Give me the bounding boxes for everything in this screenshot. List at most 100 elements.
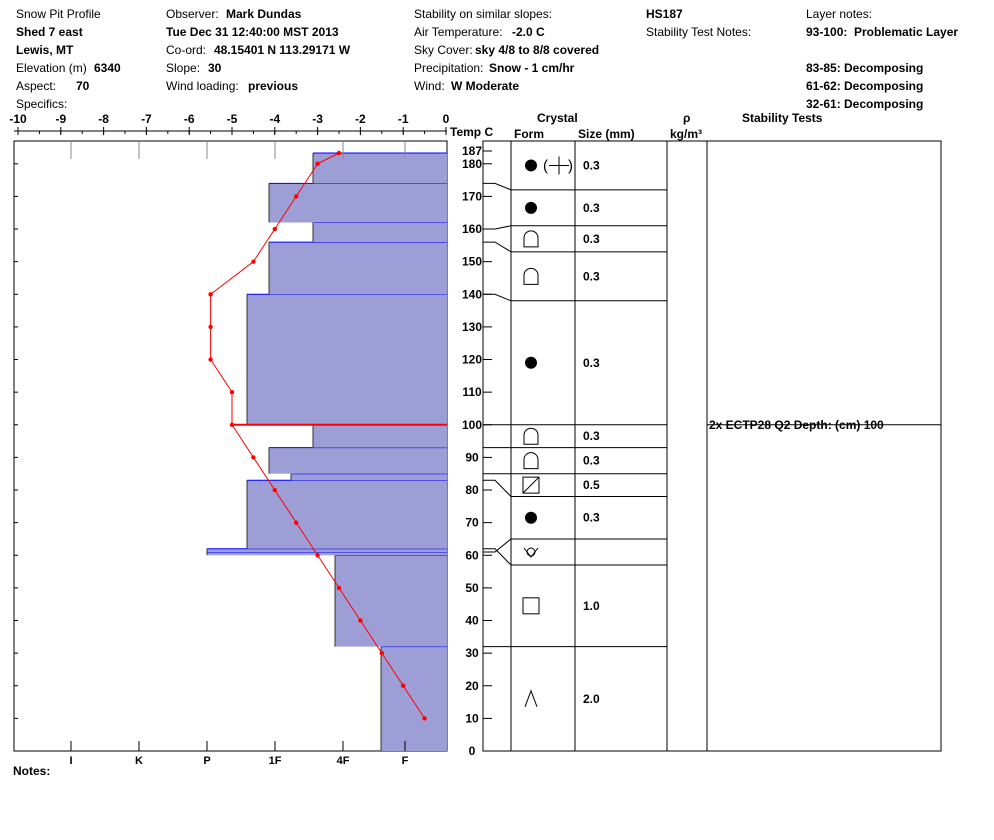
temp-tick-label: -2 <box>355 112 366 126</box>
temperature-point <box>422 716 427 721</box>
temperature-point <box>251 259 256 264</box>
faceted-grain-icon <box>522 597 540 615</box>
rounded-grain-icon <box>525 201 537 214</box>
hardness-label: 1F <box>269 755 282 767</box>
hardness-label: 4F <box>337 755 350 767</box>
depth-label: 130 <box>462 320 482 334</box>
size-column-header: Size (mm) <box>578 127 635 141</box>
form-column-header: Form <box>514 127 544 141</box>
temperature-point <box>229 422 235 427</box>
depth-label: 60 <box>465 548 479 562</box>
mixed-facet-icon <box>522 476 540 494</box>
page-title: Snow Pit Profile <box>16 7 101 21</box>
decomposing-grain-icon <box>523 267 539 285</box>
depth-label: 120 <box>462 353 482 367</box>
observer-label: Observer: <box>166 7 219 21</box>
decomposing-icon <box>523 230 539 248</box>
layer-note-range: 61-62: <box>806 79 841 93</box>
temp-tick-label: 0 <box>443 112 450 126</box>
facet-box-icon <box>522 476 540 494</box>
depth-label: 10 <box>465 711 479 725</box>
hardness-layer <box>335 555 447 647</box>
slope-label: Slope: <box>166 61 201 75</box>
temp-tick-label: -1 <box>398 112 409 126</box>
hoar-v-icon <box>523 547 539 558</box>
wind-loading-label: Wind loading: <box>166 79 239 93</box>
grain-size-label: 0.3 <box>583 511 600 525</box>
rounded-icon <box>525 356 537 369</box>
temperature-point <box>315 553 320 558</box>
observer-value: Mark Dundas <box>226 7 302 21</box>
grain-size-label: 0.3 <box>583 356 600 370</box>
depth-hoar-icon <box>524 689 538 707</box>
temperature-point <box>208 357 213 362</box>
temp-tick-label: -7 <box>141 112 152 126</box>
depth-label: 170 <box>462 189 482 203</box>
sky-cover-value: sky 4/8 to 8/8 covered <box>475 43 600 57</box>
slope-value: 30 <box>208 61 222 75</box>
decomposing-icon <box>523 267 539 285</box>
hardness-label: F <box>402 755 409 767</box>
hardness-layer <box>207 552 447 556</box>
layer-notes-label: Layer notes: <box>806 7 873 21</box>
layer-connector <box>483 538 512 553</box>
sky-cover-label: Sky Cover: <box>414 43 473 57</box>
temp-column-header: Temp C <box>450 125 494 139</box>
rounded-precip-icon: () <box>525 156 573 175</box>
grain-size-label: 0.3 <box>583 454 600 468</box>
layer-note-range: 83-85: <box>806 61 841 75</box>
hardness-layer <box>291 473 447 481</box>
aspect-value: 70 <box>76 79 90 93</box>
temperature-point <box>272 487 277 493</box>
depth-label: 160 <box>462 222 482 236</box>
depth-label: 50 <box>465 581 479 595</box>
grain-size-label: 0.3 <box>583 269 600 283</box>
layer-connector <box>483 241 512 253</box>
hardness-layer <box>313 424 447 448</box>
depth-label: 110 <box>462 385 482 399</box>
stability-similar-label: Stability on similar slopes: <box>414 7 553 21</box>
coord-value: 48.15401 N 113.29171 W <box>214 43 351 57</box>
paren-right: ) <box>568 157 573 174</box>
temperature-point <box>272 226 277 232</box>
hardness-layer <box>313 222 447 243</box>
layer-note-range: 93-100: <box>806 25 848 39</box>
layer-connector <box>483 182 512 191</box>
hardness-layer <box>269 447 447 474</box>
decomposing-icon <box>523 427 539 445</box>
temp-tick-label: -8 <box>98 112 109 126</box>
hardness-layer <box>247 480 447 549</box>
hardness-label: K <box>135 755 143 767</box>
aspect-label: Aspect: <box>16 79 57 93</box>
wind-value: W Moderate <box>451 79 520 93</box>
precip-label: Precipitation: <box>414 61 484 75</box>
temp-tick-label: -6 <box>184 112 195 126</box>
hardness-label: I <box>69 755 72 767</box>
hardness-layer <box>381 646 447 751</box>
grain-size-label: 0.3 <box>583 201 600 215</box>
temperature-point <box>294 194 299 199</box>
layer-note-text: Decomposing <box>844 61 924 75</box>
grain-size-label: 0.3 <box>583 429 600 443</box>
temperature-point <box>358 618 363 623</box>
pit-location: Lewis, MT <box>16 43 74 57</box>
rounded-grain-icon <box>525 356 537 369</box>
decomposing-grain-icon <box>523 230 539 248</box>
temperature-point <box>294 520 299 525</box>
temperature-point <box>336 585 342 591</box>
elevation-label: Elevation (m) <box>16 61 87 75</box>
layer-note-text: Problematic Layer <box>854 25 959 39</box>
stability-tests-header: Stability Tests <box>742 111 823 125</box>
paren-left: ( <box>543 157 548 174</box>
hoar-ring-icon <box>526 547 536 557</box>
hardness-layer <box>313 153 447 184</box>
coord-label: Co-ord: <box>166 43 207 57</box>
depth-label: 30 <box>465 646 479 660</box>
hardness-layer <box>269 183 447 223</box>
rounded-grain-icon <box>525 159 537 172</box>
layer-connector <box>483 548 512 566</box>
temperature-point <box>208 324 213 330</box>
stability-notes-label: Stability Test Notes: <box>646 25 752 39</box>
depth-label: 80 <box>465 483 479 497</box>
temperature-point <box>336 150 342 156</box>
